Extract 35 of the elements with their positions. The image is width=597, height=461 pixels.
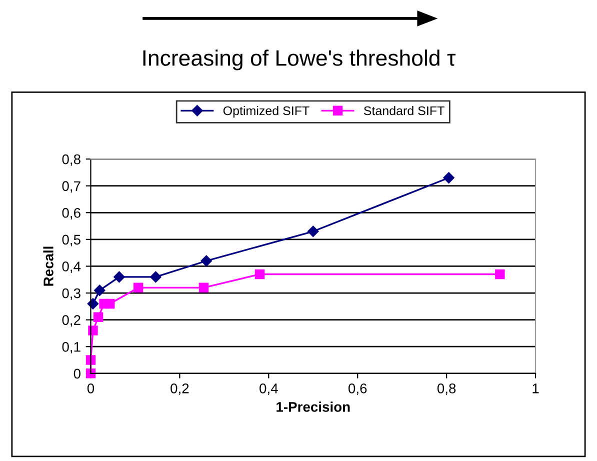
x-tick-label: 1 xyxy=(532,384,539,394)
point xyxy=(133,282,144,293)
legend-label: Optimized SIFT xyxy=(223,106,310,118)
y-tick-label: 0,4 xyxy=(62,262,81,274)
point xyxy=(308,226,319,237)
point xyxy=(114,271,125,283)
y-tick-label: 0,7 xyxy=(62,181,80,193)
y-tick-label: 0,1 xyxy=(62,342,80,354)
x-tick-label: 0,4 xyxy=(260,384,278,395)
y-tick-label: 0,2 xyxy=(62,315,80,327)
point xyxy=(254,269,265,280)
point xyxy=(93,312,104,322)
point xyxy=(443,172,454,184)
x-axis-title: 1-Precision xyxy=(276,402,350,412)
y-tick-label: 0,5 xyxy=(62,234,80,246)
point xyxy=(200,255,212,266)
y-axis-title: Recall xyxy=(43,246,54,286)
point xyxy=(88,326,98,336)
y-tick-label: 0 xyxy=(74,368,80,379)
point xyxy=(86,368,96,378)
legend-label: Standard SIFT xyxy=(364,106,444,116)
point xyxy=(150,271,162,283)
point xyxy=(198,282,209,293)
y-tick-label: 0,3 xyxy=(62,288,80,300)
chart-title: Increasing of Lowe's threshold τ xyxy=(143,50,456,70)
x-tick-label: 0,6 xyxy=(348,384,367,395)
y-tick-label: 0,8 xyxy=(62,154,80,166)
y-tick-label: 0,6 xyxy=(62,208,80,220)
point xyxy=(87,298,99,310)
x-tick-label: 0 xyxy=(87,384,94,394)
point xyxy=(495,269,505,280)
x-tick-label: 0,2 xyxy=(170,384,189,395)
point xyxy=(105,298,115,309)
x-tick-label: 0,8 xyxy=(437,384,456,395)
point xyxy=(94,284,106,296)
